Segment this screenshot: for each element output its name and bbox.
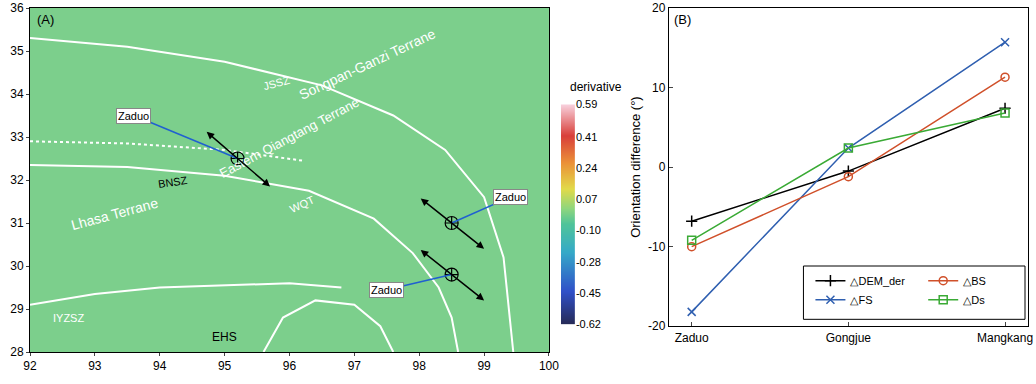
svg-text:-10: -10 — [648, 240, 666, 254]
svg-text:△BS: △BS — [963, 275, 986, 287]
svg-text:-0.28: -0.28 — [576, 256, 601, 268]
svg-text:△FS: △FS — [850, 294, 872, 306]
svg-text:31: 31 — [10, 216, 24, 230]
svg-text:30: 30 — [10, 259, 24, 273]
svg-text:derivative: derivative — [570, 80, 622, 94]
svg-text:Lhasa Terrane: Lhasa Terrane — [69, 195, 160, 234]
svg-text:0.41: 0.41 — [576, 131, 597, 143]
svg-text:△DEM_der: △DEM_der — [850, 275, 905, 287]
svg-text:Zaduo: Zaduo — [371, 284, 402, 296]
svg-text:IYZSZ: IYZSZ — [53, 312, 84, 324]
svg-text:99: 99 — [477, 359, 491, 373]
svg-text:WQT: WQT — [288, 193, 317, 215]
svg-text:Zaduo: Zaduo — [495, 191, 526, 203]
svg-text:10: 10 — [652, 81, 666, 95]
svg-text:0.59: 0.59 — [576, 98, 597, 110]
svg-text:97: 97 — [348, 359, 362, 373]
svg-text:Zaduo: Zaduo — [675, 331, 709, 345]
svg-text:Zaduo: Zaduo — [118, 110, 149, 122]
svg-text:100: 100 — [539, 359, 559, 373]
svg-text:Gongjue: Gongjue — [826, 331, 872, 345]
svg-text:94: 94 — [153, 359, 167, 373]
svg-text:96: 96 — [283, 359, 297, 373]
svg-text:△Ds: △Ds — [963, 294, 985, 306]
svg-text:34: 34 — [10, 87, 24, 101]
svg-text:-20: -20 — [648, 319, 666, 333]
svg-text:29: 29 — [10, 302, 24, 316]
svg-text:0.24: 0.24 — [576, 162, 597, 174]
svg-text:33: 33 — [10, 130, 24, 144]
svg-text:0.07: 0.07 — [576, 193, 597, 205]
svg-text:28: 28 — [10, 345, 24, 359]
svg-text:36: 36 — [10, 1, 24, 15]
svg-text:Orientation difference (°): Orientation difference (°) — [628, 96, 643, 238]
svg-text:-0.45: -0.45 — [576, 287, 601, 299]
svg-text:32: 32 — [10, 173, 24, 187]
svg-text:-0.62: -0.62 — [576, 318, 601, 330]
svg-text:Mangkang: Mangkang — [977, 331, 1033, 345]
svg-text:-0.10: -0.10 — [576, 224, 601, 236]
svg-text:93: 93 — [88, 359, 102, 373]
svg-text:20: 20 — [652, 1, 666, 15]
svg-text:95: 95 — [218, 359, 232, 373]
svg-text:(B): (B) — [674, 12, 691, 27]
svg-text:35: 35 — [10, 44, 24, 58]
svg-text:98: 98 — [413, 359, 427, 373]
svg-text:92: 92 — [23, 359, 37, 373]
svg-text:JSSZ: JSSZ — [262, 74, 291, 93]
svg-text:BNSZ: BNSZ — [157, 174, 188, 190]
svg-text:(A): (A) — [37, 12, 54, 27]
svg-text:0: 0 — [659, 160, 666, 174]
svg-text:EHS: EHS — [212, 330, 237, 344]
svg-text:Eastern Qiangtang Terrane: Eastern Qiangtang Terrane — [217, 94, 362, 180]
svg-text:Songpan-Ganzi Terrane: Songpan-Ganzi Terrane — [297, 25, 438, 102]
